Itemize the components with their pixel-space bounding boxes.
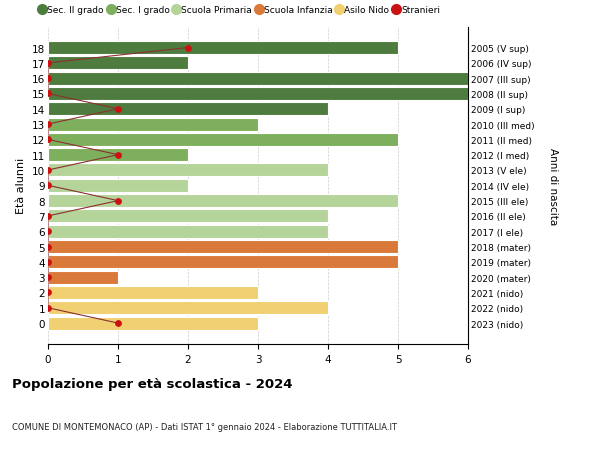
Point: [113, 106, 123, 113]
Bar: [48, 210, 328, 223]
Bar: [48, 149, 188, 162]
Point: [43, 213, 53, 220]
Bar: [48, 57, 188, 70]
Text: Popolazione per età scolastica - 2024: Popolazione per età scolastica - 2024: [12, 377, 293, 390]
Point: [113, 197, 123, 205]
Point: [43, 136, 53, 144]
Y-axis label: Età alunni: Età alunni: [16, 158, 26, 214]
Bar: [48, 88, 468, 101]
Point: [113, 151, 123, 159]
Bar: [48, 241, 398, 253]
Bar: [48, 225, 328, 238]
Point: [43, 60, 53, 67]
Point: [43, 90, 53, 98]
Bar: [48, 271, 118, 284]
Bar: [48, 195, 398, 207]
Bar: [48, 256, 398, 269]
Point: [43, 289, 53, 297]
Point: [183, 45, 193, 52]
Bar: [48, 42, 398, 55]
Bar: [48, 317, 258, 330]
Point: [43, 243, 53, 251]
Legend: Sec. II grado, Sec. I grado, Scuola Primaria, Scuola Infanzia, Asilo Nido, Stran: Sec. II grado, Sec. I grado, Scuola Prim…: [38, 5, 442, 17]
Y-axis label: Anni di nascita: Anni di nascita: [548, 147, 558, 224]
Bar: [48, 103, 328, 116]
Bar: [48, 286, 258, 299]
Bar: [48, 179, 188, 192]
Point: [43, 274, 53, 281]
Bar: [48, 164, 328, 177]
Point: [113, 319, 123, 327]
Bar: [48, 134, 398, 146]
Point: [43, 258, 53, 266]
Bar: [48, 118, 258, 131]
Bar: [48, 302, 328, 314]
Point: [43, 228, 53, 235]
Bar: [48, 73, 468, 85]
Text: COMUNE DI MONTEMONACO (AP) - Dati ISTAT 1° gennaio 2024 - Elaborazione TUTTITALI: COMUNE DI MONTEMONACO (AP) - Dati ISTAT …: [12, 422, 397, 431]
Point: [43, 182, 53, 190]
Point: [43, 75, 53, 83]
Point: [43, 167, 53, 174]
Point: [43, 304, 53, 312]
Point: [43, 121, 53, 129]
